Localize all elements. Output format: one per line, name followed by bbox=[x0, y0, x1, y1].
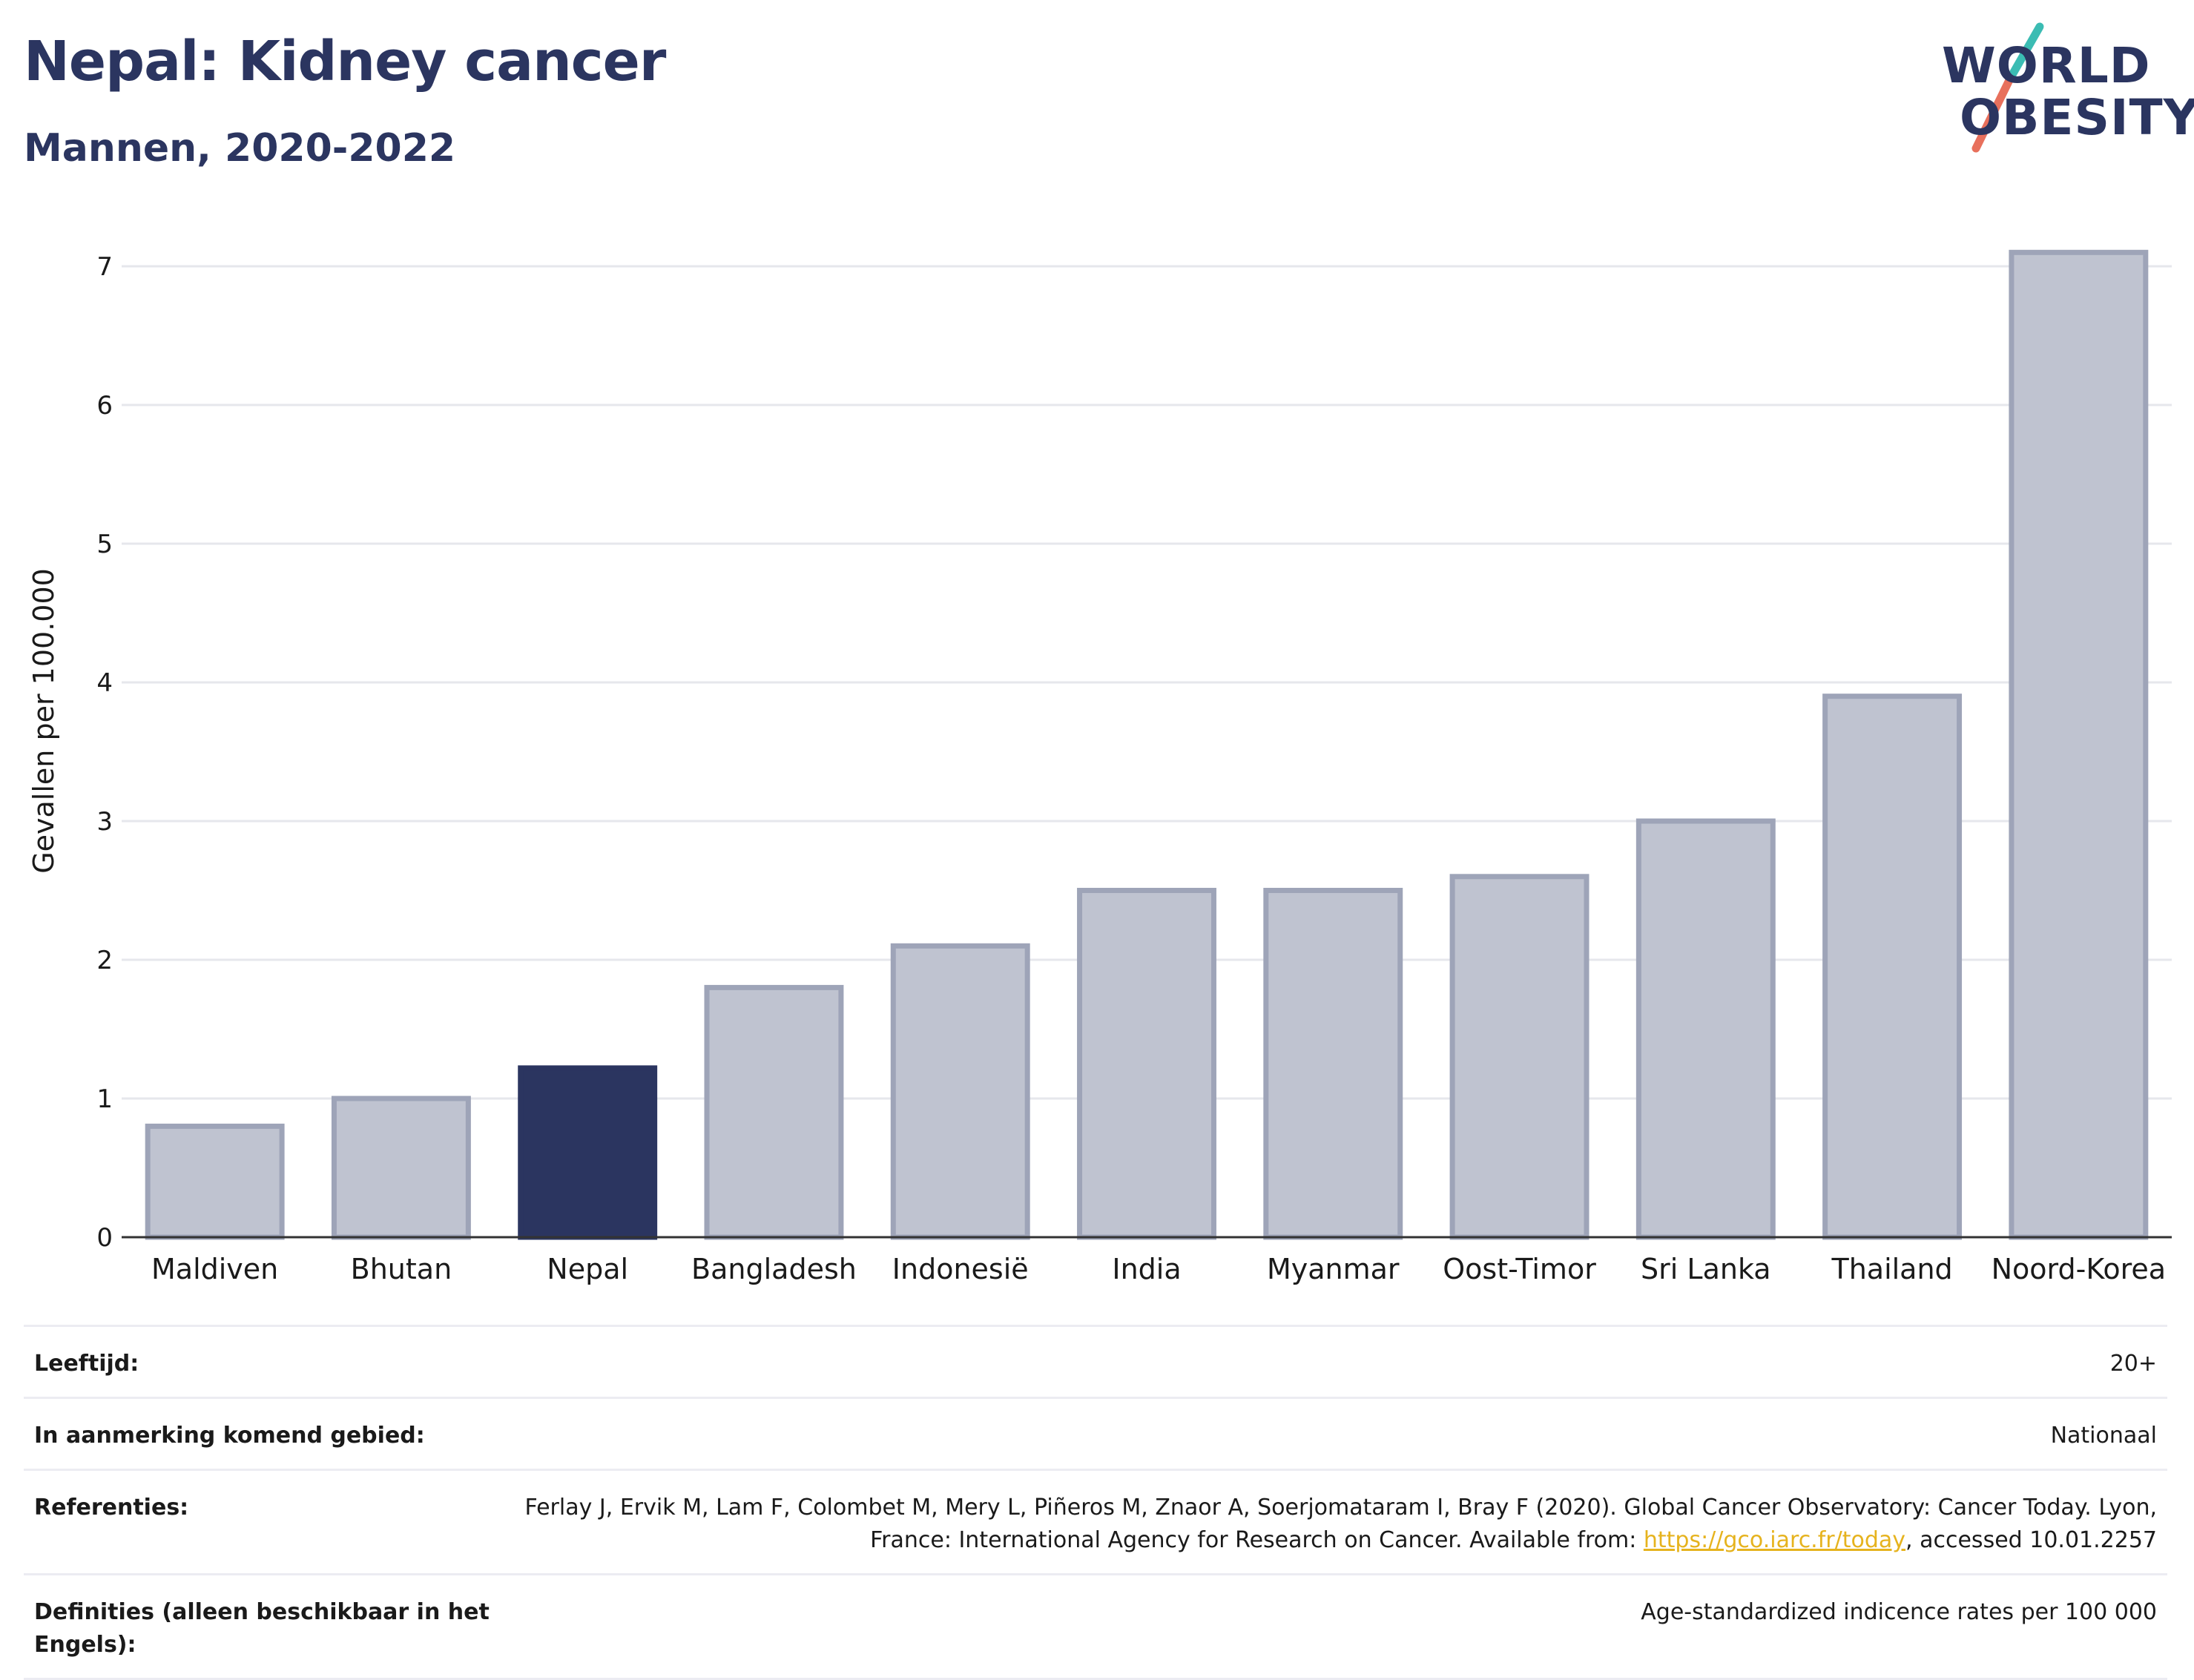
info-value: Ferlay J, Ervik M, Lam F, Colombet M, Me… bbox=[509, 1492, 2157, 1557]
x-tick-label: Myanmar bbox=[1267, 1253, 1400, 1285]
info-row-age: Leeftijd: 20+ bbox=[24, 1325, 2167, 1397]
y-tick-label: 6 bbox=[96, 391, 113, 421]
logo-line1: WORLD bbox=[1942, 37, 2151, 94]
chart-title: Nepal: Kidney cancer bbox=[24, 30, 666, 93]
bar-indonesi-[interactable] bbox=[890, 943, 1030, 1240]
x-tick-label: Indonesië bbox=[892, 1253, 1029, 1285]
x-tick-label: Sri Lanka bbox=[1641, 1253, 1771, 1285]
logo-line2: OBESITY bbox=[1960, 89, 2194, 146]
info-row-region: In aanmerking komend gebied: Nationaal bbox=[24, 1397, 2167, 1469]
bar-bangladesh[interactable] bbox=[704, 984, 844, 1240]
info-value: Nationaal bbox=[2050, 1423, 2157, 1449]
x-tick-label: Thailand bbox=[1831, 1253, 1952, 1285]
reference-link[interactable]: https://gco.iarc.fr/today bbox=[1643, 1527, 1906, 1553]
bar-chart: 0 1 2 3 4 5 6 7 Maldiven Bhutan Nepal Bangladesh Ind… bbox=[27, 249, 2172, 1285]
x-tick-label: Bangladesh bbox=[691, 1253, 857, 1285]
x-tick-label: Bhutan bbox=[351, 1253, 452, 1285]
bar-noord-korea[interactable] bbox=[2009, 249, 2149, 1240]
y-tick-label: 2 bbox=[96, 946, 113, 975]
info-row-references: Referenties: Ferlay J, Ervik M, Lam F, C… bbox=[24, 1469, 2167, 1573]
info-value: Age-standardized indicence rates per 100… bbox=[1641, 1599, 2157, 1625]
y-tick-label: 5 bbox=[96, 530, 113, 559]
y-axis-label: Gevallen per 100.000 bbox=[27, 568, 60, 874]
x-tick-label: India bbox=[1112, 1253, 1181, 1285]
y-tick-label: 7 bbox=[96, 252, 113, 282]
y-tick-label: 1 bbox=[96, 1084, 113, 1114]
bar-thailand[interactable] bbox=[1822, 694, 1963, 1240]
x-tick-label: Oost-Timor bbox=[1443, 1253, 1596, 1285]
info-label: Referenties: bbox=[34, 1495, 189, 1521]
x-tick-label: Maldiven bbox=[151, 1253, 278, 1285]
x-tick-label: Noord-Korea bbox=[1992, 1253, 2166, 1285]
bar-nepal[interactable] bbox=[518, 1065, 658, 1240]
info-label: In aanmerking komend gebied: bbox=[34, 1423, 425, 1449]
bar-myanmar[interactable] bbox=[1263, 888, 1403, 1240]
reference-text: Ferlay J, Ervik M, Lam F, Colombet M, Me… bbox=[524, 1495, 2157, 1553]
bar-sri-lanka[interactable] bbox=[1635, 818, 1776, 1240]
chart-subtitle: Mannen, 2020-2022 bbox=[24, 126, 456, 171]
info-table: Leeftijd: 20+ In aanmerking komend gebie… bbox=[24, 1325, 2167, 1680]
info-label: Leeftijd: bbox=[34, 1351, 139, 1377]
logo-slash-icon bbox=[1971, 22, 2044, 153]
y-tick-label: 0 bbox=[96, 1223, 113, 1253]
bar-maldiven[interactable] bbox=[145, 1123, 285, 1240]
bar-india[interactable] bbox=[1077, 888, 1216, 1240]
y-tick-label: 3 bbox=[96, 807, 113, 837]
x-tick-label: Nepal bbox=[547, 1253, 628, 1285]
bar-bhutan[interactable] bbox=[331, 1096, 471, 1240]
y-tick-label: 4 bbox=[96, 668, 113, 698]
info-label: Definities (alleen beschikbaar in het En… bbox=[34, 1599, 490, 1658]
world-obesity-logo: WORLD OBESITY bbox=[1928, 21, 2194, 162]
info-row-definitions: Definities (alleen beschikbaar in het En… bbox=[24, 1573, 2167, 1680]
bar-oost-timor[interactable] bbox=[1449, 874, 1590, 1240]
info-value: 20+ bbox=[2109, 1351, 2157, 1377]
reference-accessed: , accessed 10.01.2257 bbox=[1905, 1527, 2157, 1553]
